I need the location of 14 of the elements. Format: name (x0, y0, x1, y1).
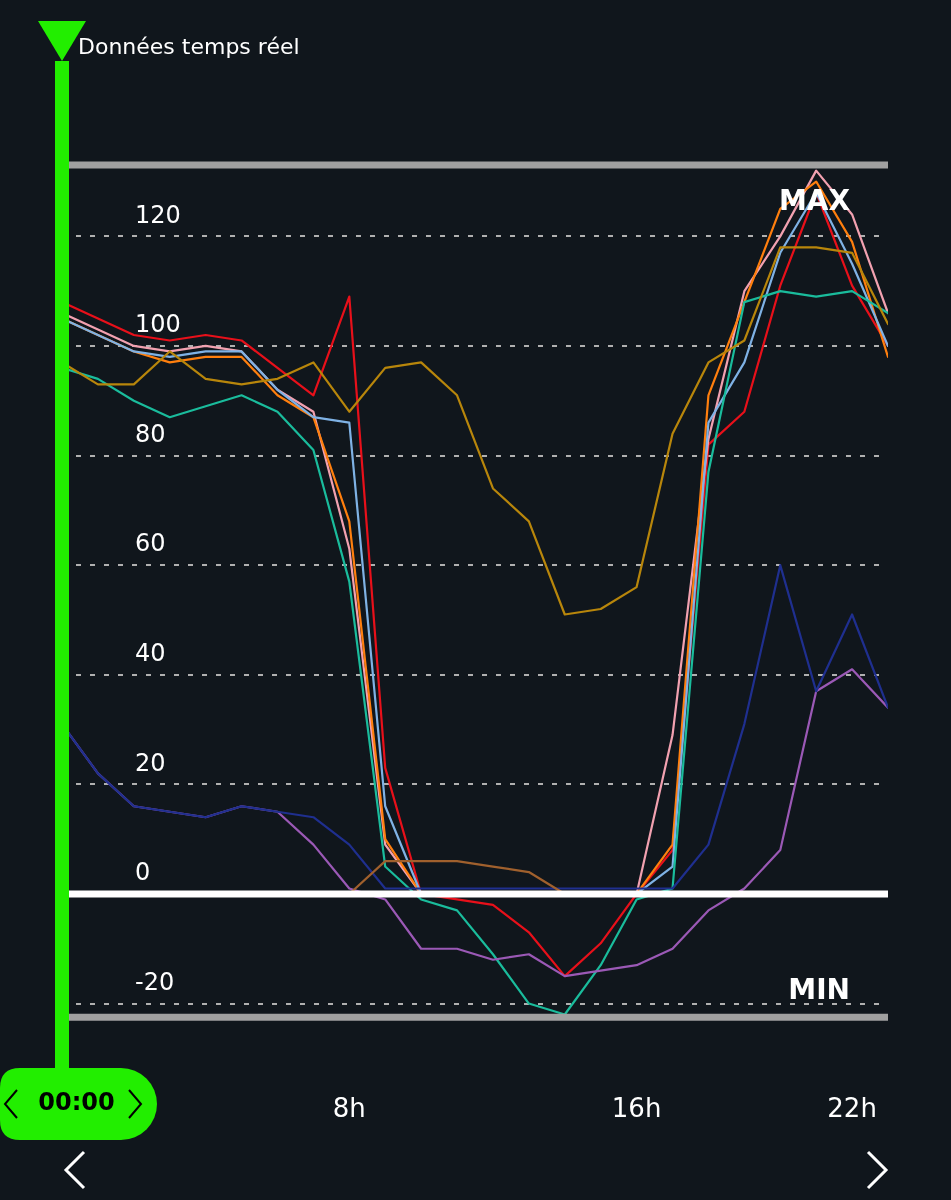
y-tick-label: 100 (135, 310, 181, 339)
y-tick-label: 40 (135, 638, 166, 667)
y-tick-label: 0 (135, 858, 151, 887)
y-tick-label: 60 (135, 529, 166, 558)
y-tick-label: -20 (135, 967, 175, 996)
ref-line-label: 00:00 (38, 1088, 115, 1117)
y-tick-label: 120 (135, 200, 181, 229)
y-tick-label: 20 (135, 748, 166, 777)
chart-title: Données temps réel (78, 33, 300, 59)
ref-line-label: MIN (788, 972, 850, 1006)
x-tick-label: 16h (611, 1093, 662, 1124)
x-tick-label: 8h (332, 1093, 366, 1124)
y-tick-label: 80 (135, 419, 166, 448)
x-tick-label: 22h (827, 1093, 877, 1124)
